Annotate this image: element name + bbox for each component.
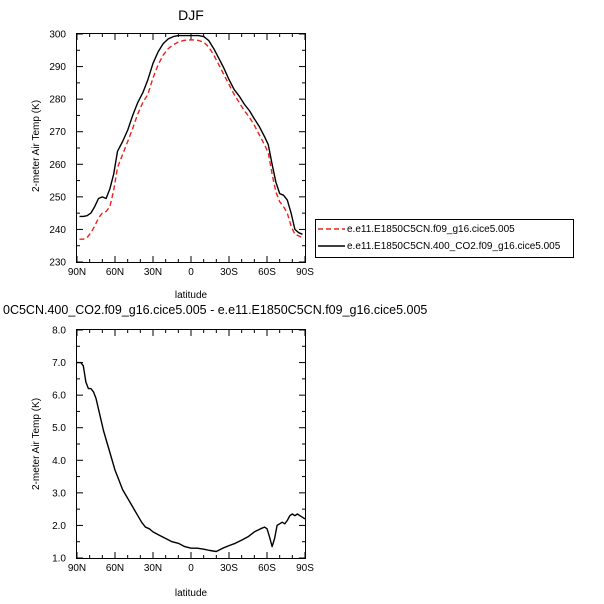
top-x-axis-label: latitude bbox=[175, 290, 208, 301]
bottom-x-tick-label: 30S bbox=[220, 563, 238, 574]
top-x-tick-label: 0 bbox=[188, 267, 194, 278]
top-y-tick-label: 260 bbox=[49, 160, 66, 171]
top-x-tick-label: 60S bbox=[258, 267, 276, 278]
top-x-tick-label: 30S bbox=[220, 267, 238, 278]
legend: e.e11.E1850C5CN.f09_g16.cice5.005 e.e11.… bbox=[315, 219, 574, 258]
top-axis-ticks: 90N 60N 30N 0 30S 60S 90S 230 240 250 260 270 280 290… bbox=[49, 30, 314, 279]
bottom-y-tick-label: 6.0 bbox=[52, 391, 66, 402]
bottom-y-tick-label: 1.0 bbox=[52, 554, 66, 565]
legend-label-control: e.e11.E1850C5CN.f09_g16.cice5.005 bbox=[347, 224, 515, 235]
bottom-x-tick-label: 60N bbox=[106, 563, 124, 574]
top-x-tick-label: 90N bbox=[68, 267, 86, 278]
legend-box bbox=[315, 219, 574, 258]
bottom-y-tick-label: 8.0 bbox=[52, 326, 66, 337]
bottom-x-tick-label: 60S bbox=[258, 563, 276, 574]
top-series-lines bbox=[79, 34, 303, 240]
top-y-tick-label: 300 bbox=[49, 30, 66, 41]
bottom-x-tick-label: 90S bbox=[296, 563, 314, 574]
top-x-tick-label: 60N bbox=[106, 267, 124, 278]
top-y-axis-label: 2-meter Air Temp (K) bbox=[31, 100, 42, 192]
top-y-tick-label: 230 bbox=[49, 258, 66, 269]
bottom-x-axis-label: latitude bbox=[175, 588, 208, 599]
top-panel: DJF 2-meter Air Temp (K) latitude 90N 60N… bbox=[31, 7, 314, 301]
top-series-line-0 bbox=[79, 39, 303, 240]
top-series-line-1 bbox=[79, 34, 303, 235]
bottom-panel: 0C5CN.400_CO2.f09_g16.cice5.005 - e.e11.… bbox=[3, 303, 427, 599]
top-x-tick-label: 30N bbox=[144, 267, 162, 278]
bottom-y-tick-label: 4.0 bbox=[52, 456, 66, 467]
top-y-tick-label: 280 bbox=[49, 95, 66, 106]
bottom-chart-title: 0C5CN.400_CO2.f09_g16.cice5.005 - e.e11.… bbox=[3, 303, 427, 317]
bottom-y-tick-label: 7.0 bbox=[52, 358, 66, 369]
top-y-tick-label: 250 bbox=[49, 192, 66, 203]
top-y-tick-label: 240 bbox=[49, 225, 66, 236]
top-chart-title: DJF bbox=[178, 7, 204, 23]
bottom-axis-ticks: 90N 60N 30N 0 30S 60S 90S 1.0 2.0 3.0 4.0 5.0 6.0 7.0… bbox=[52, 326, 314, 575]
bottom-x-tick-label: 30N bbox=[144, 563, 162, 574]
bottom-y-tick-label: 5.0 bbox=[52, 423, 66, 434]
bottom-plot-frame bbox=[76, 329, 306, 559]
bottom-x-tick-label: 90N bbox=[68, 563, 86, 574]
bottom-x-tick-label: 0 bbox=[188, 563, 194, 574]
top-y-tick-label: 270 bbox=[49, 127, 66, 138]
top-x-tick-label: 90S bbox=[296, 267, 314, 278]
legend-label-co2: e.e11.E1850C5CN.400_CO2.f09_g16.cice5.00… bbox=[347, 241, 561, 252]
top-plot-frame bbox=[76, 33, 306, 263]
bottom-series-line-0 bbox=[77, 361, 306, 553]
bottom-series-lines bbox=[77, 361, 306, 553]
top-y-tick-label: 290 bbox=[49, 62, 66, 73]
bottom-y-tick-label: 3.0 bbox=[52, 488, 66, 499]
bottom-y-tick-label: 2.0 bbox=[52, 521, 66, 532]
bottom-y-axis-label: 2-meter Air Temp (K) bbox=[31, 398, 42, 490]
